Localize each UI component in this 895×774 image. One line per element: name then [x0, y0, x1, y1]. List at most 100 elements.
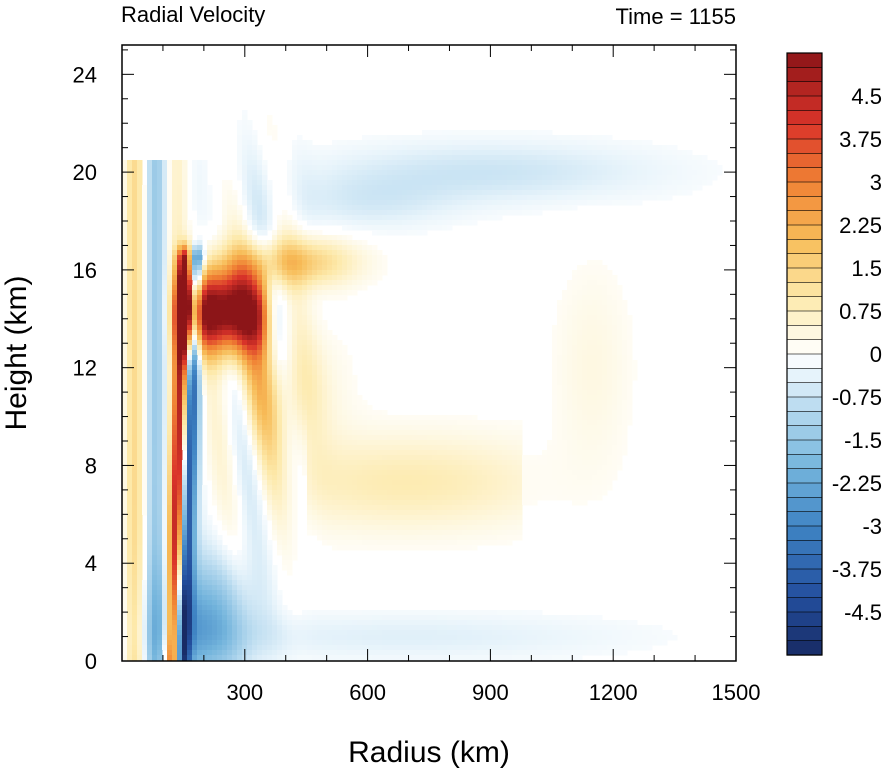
field-cell [137, 165, 143, 171]
field-cell [557, 340, 563, 346]
field-cell [237, 350, 243, 356]
field-cell [692, 165, 698, 171]
field-cell [162, 245, 168, 251]
field-cell [512, 460, 518, 466]
field-cell [607, 450, 613, 456]
field-cell [157, 180, 163, 186]
field-cell [592, 195, 598, 201]
field-cell [462, 215, 468, 221]
field-cell [522, 130, 528, 136]
field-cell [537, 455, 543, 461]
field-cell [642, 155, 648, 161]
field-cell [557, 310, 563, 316]
field-cell [592, 185, 598, 191]
field-cell [197, 375, 203, 381]
field-cell [482, 420, 488, 426]
field-cell [577, 285, 583, 291]
field-cell [517, 135, 523, 141]
field-cell [452, 130, 458, 136]
field-cell [192, 470, 198, 476]
field-cell [567, 175, 573, 181]
field-cell [152, 180, 158, 186]
field-cell [557, 195, 563, 201]
field-cell [132, 470, 138, 476]
field-cell [417, 205, 423, 211]
field-cell [372, 225, 378, 231]
field-cell [312, 415, 318, 421]
field-cell [562, 440, 568, 446]
field-cell [467, 435, 473, 441]
field-cell [202, 315, 208, 321]
field-cell [127, 320, 133, 326]
field-cell [517, 445, 523, 451]
field-cell [307, 370, 313, 376]
field-cell [572, 205, 578, 211]
field-cell [277, 335, 283, 341]
field-cell [642, 170, 648, 176]
field-cell [312, 200, 318, 206]
field-cell [447, 175, 453, 181]
field-cell [122, 410, 128, 416]
field-cell [242, 200, 248, 206]
field-cell [572, 445, 578, 451]
field-cell [582, 345, 588, 351]
field-cell [612, 280, 618, 286]
field-cell [512, 450, 518, 456]
field-cell [137, 250, 143, 256]
field-cell [352, 445, 358, 451]
field-cell [332, 400, 338, 406]
field-cell [582, 405, 588, 411]
field-cell [152, 310, 158, 316]
field-cell [417, 230, 423, 236]
field-cell [577, 375, 583, 381]
field-cell [587, 370, 593, 376]
field-cell [397, 210, 403, 216]
field-cell [587, 290, 593, 296]
field-cell [597, 190, 603, 196]
field-cell [377, 140, 383, 146]
field-cell [457, 165, 463, 171]
field-cell [132, 375, 138, 381]
field-cell [352, 460, 358, 466]
field-cell [612, 445, 618, 451]
field-cell [407, 430, 413, 436]
field-cell [172, 200, 178, 206]
field-cell [582, 400, 588, 406]
field-cell [592, 375, 598, 381]
field-cell [182, 285, 188, 291]
field-cell [572, 270, 578, 276]
field-cell [267, 260, 273, 266]
field-cell [597, 170, 603, 176]
field-cell [292, 205, 298, 211]
field-cell [272, 390, 278, 396]
field-cell [437, 195, 443, 201]
field-cell [297, 370, 303, 376]
field-cell [157, 305, 163, 311]
field-cell [597, 325, 603, 331]
field-cell [642, 175, 648, 181]
field-cell [312, 470, 318, 476]
field-cell [162, 330, 168, 336]
field-cell [707, 160, 713, 166]
field-cell [292, 370, 298, 376]
field-cell [122, 405, 128, 411]
field-cell [537, 180, 543, 186]
field-cell [442, 190, 448, 196]
field-cell [332, 470, 338, 476]
field-cell [352, 285, 358, 291]
field-cell [252, 370, 258, 376]
field-cell [657, 165, 663, 171]
field-cell [247, 410, 253, 416]
field-cell [572, 160, 578, 166]
field-cell [582, 135, 588, 141]
field-cell [267, 315, 273, 321]
field-cell [147, 430, 153, 436]
field-cell [292, 375, 298, 381]
field-cell [482, 195, 488, 201]
field-cell [377, 255, 383, 261]
field-cell [467, 445, 473, 451]
field-cell [562, 460, 568, 466]
field-cell [572, 305, 578, 311]
field-cell [192, 410, 198, 416]
